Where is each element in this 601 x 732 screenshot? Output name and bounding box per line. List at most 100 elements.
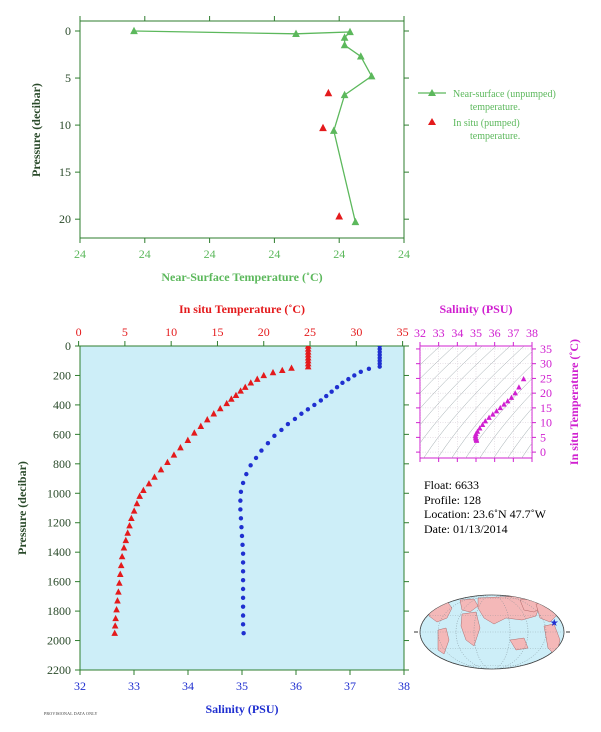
near-surface-series: [130, 26, 376, 226]
ts-salinity-label: Salinity (PSU): [439, 302, 512, 316]
profile-y-tick-label: 600: [53, 427, 71, 441]
map-meridian: [455, 595, 529, 669]
pumped-temperature-point: [319, 123, 327, 132]
salinity-point: [240, 586, 246, 592]
temperature-point: [223, 399, 231, 407]
temperature-point: [133, 499, 141, 507]
salinity-point: [240, 595, 246, 601]
pumped-temperature-point: [335, 212, 344, 220]
profile-y-label: Pressure (decibar): [15, 461, 29, 555]
ts-point: [486, 414, 492, 420]
temperature-point: [114, 597, 121, 604]
profile-y-tick-label: 2200: [47, 663, 71, 677]
salinity-point: [265, 441, 271, 446]
profile-date: Date: 01/13/2014: [424, 521, 508, 536]
salinity-point: [253, 455, 259, 461]
near-surface-x-label: Near-Surface Temperature (˚C): [161, 270, 322, 284]
salinity-point: [305, 407, 311, 412]
map-meridian: [473, 595, 511, 669]
unpumped-temperature-point: [351, 217, 360, 226]
temperature-point: [170, 451, 178, 458]
ts-point: [497, 404, 504, 411]
ts-temperature-tick-label: 10: [540, 416, 552, 430]
temperature-point: [157, 466, 165, 473]
ts-salinity-tick-label: 34: [451, 326, 463, 340]
salinity-point: [240, 569, 246, 574]
temperature-point: [111, 629, 119, 636]
unpumped-temperature-point: [292, 29, 300, 37]
salinity-tick-label: 32: [74, 679, 86, 693]
salinity-point: [240, 542, 245, 548]
near-surface-x-tick-label: 24: [204, 247, 216, 261]
salinity-point: [334, 385, 340, 390]
profile-y-tick-label: 400: [53, 398, 71, 412]
temperature-point: [116, 579, 123, 586]
profile-salinity-label: Salinity (PSU): [205, 702, 278, 716]
salinity-tick-label: 33: [128, 679, 140, 693]
temperature-point: [269, 368, 277, 376]
ts-point: [493, 408, 500, 414]
unpumped-temperature-point: [340, 40, 349, 49]
provisional-data-note: PROVISIONAL DATA ONLY: [44, 711, 98, 716]
salinity-point: [238, 498, 243, 503]
temperature-point: [115, 588, 122, 595]
ts-salinity-tick-label: 36: [489, 326, 501, 340]
profile-temperature-label: In situ Temperature (˚C): [179, 302, 305, 316]
temperature-point: [232, 391, 240, 399]
temperature-point: [120, 544, 128, 551]
ts-point: [473, 437, 480, 443]
near-surface-x-tick-label: 24: [398, 247, 410, 261]
temperature-point: [191, 429, 198, 436]
unpumped-temperature-point: [356, 52, 365, 60]
ts-temperature-tick-label: 30: [540, 357, 552, 371]
temperature-point: [304, 363, 312, 370]
temperature-point: [210, 410, 218, 417]
near-surface-y-tick-label: 15: [59, 165, 71, 179]
temperature-point: [124, 529, 131, 536]
ts-temperature-tick-label: 35: [540, 342, 552, 356]
near-surface-y-tick-label: 10: [59, 118, 71, 132]
ts-temperature-tick-label: 15: [540, 401, 552, 415]
salinity-point: [377, 364, 382, 369]
float-info-panel: Float: 6633 Profile: 128 Location: 23.6˚…: [424, 478, 546, 536]
density-contour: [521, 442, 532, 458]
near-surface-y-tick-label: 0: [65, 24, 71, 38]
temperature-point: [112, 614, 119, 622]
salinity-tick-label: 38: [398, 679, 410, 693]
salinity-point: [244, 471, 249, 477]
profile-temperature-axis: 0 5 10 15 20 25 30 35: [76, 325, 409, 346]
temperature-tick-label: 10: [165, 325, 177, 339]
salinity-point: [240, 604, 246, 609]
unpumped-temperature-point: [130, 26, 138, 35]
profile-y-tick-label: 200: [53, 368, 71, 382]
temperature-point: [130, 507, 138, 514]
ts-temperature-tick-label: 5: [540, 430, 546, 444]
near-surface-y-tick-label: 20: [59, 212, 71, 226]
ts-point: [501, 401, 507, 407]
density-contour: [451, 364, 532, 458]
profile-y-axis: 0 200 400 600 800 1000 1200 1400 1600 1800 2000 220…: [47, 339, 409, 677]
salinity-point: [240, 622, 246, 627]
ts-point: [490, 411, 496, 417]
ts-salinity-tick-label: 32: [414, 326, 426, 340]
legend-label-unpumped-1: Near-surface (unpumped): [453, 89, 556, 100]
ts-point: [476, 425, 483, 431]
profile-y-tick-label: 0: [65, 339, 71, 353]
salinity-point: [299, 411, 304, 416]
temperature-point: [253, 375, 261, 382]
salinity-point: [239, 533, 245, 539]
density-contour: [420, 346, 469, 394]
near-surface-chart: 0 5 10 15 20 24 24 24 24 24 24 Pressure (decibar)…: [29, 16, 410, 284]
near-surface-legend: Near-surface (unpumped) temperature. In …: [418, 89, 556, 142]
temperature-point: [241, 383, 249, 390]
salinity-point: [240, 613, 246, 618]
temperature-point: [140, 486, 147, 494]
salinity-point: [240, 577, 246, 583]
temperature-point: [113, 606, 120, 613]
legend-marker-pumped: [428, 118, 436, 125]
profile-number: Profile: 128: [424, 492, 481, 507]
salinity-point: [272, 433, 277, 439]
salinity-point: [318, 398, 324, 403]
temperature-point: [164, 458, 171, 466]
near-surface-x-tick-label: 24: [139, 247, 151, 261]
